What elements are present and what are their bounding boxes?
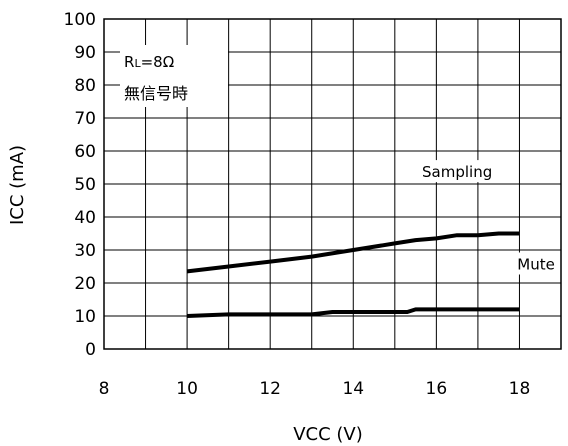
series-label-mute: Mute bbox=[517, 256, 555, 274]
x-tick-label: 8 bbox=[99, 379, 110, 399]
x-tick-label: 14 bbox=[342, 379, 364, 399]
annotation-box: RL=8Ω 無信号時 bbox=[120, 45, 228, 107]
x-tick-label: 18 bbox=[509, 379, 531, 399]
y-axis-label: ICC (mA) bbox=[7, 145, 28, 225]
y-tick-label: 30 bbox=[74, 241, 96, 261]
y-tick-label: 20 bbox=[74, 274, 96, 294]
series-labels: Sampling Mute bbox=[415, 160, 561, 275]
annotation-background bbox=[120, 45, 228, 107]
series-line-sampling bbox=[186, 231, 520, 274]
series-line-mute bbox=[187, 307, 520, 318]
annotation-load: RL=8Ω bbox=[124, 53, 174, 71]
series-label-background bbox=[512, 252, 561, 275]
y-tick-label: 40 bbox=[74, 208, 96, 228]
y-tick-label: 90 bbox=[74, 43, 96, 63]
x-tick-label: 12 bbox=[259, 379, 281, 399]
series-label-sampling: Sampling bbox=[422, 163, 492, 181]
annotation-condition: 無信号時 bbox=[124, 84, 188, 103]
series-lines bbox=[186, 231, 520, 318]
y-tick-label: 50 bbox=[74, 175, 96, 195]
y-tick-label: 80 bbox=[74, 76, 96, 96]
x-tick-label: 16 bbox=[426, 379, 448, 399]
plot-frame bbox=[103, 18, 562, 350]
series-label-background bbox=[415, 160, 500, 183]
y-tick-labels: 0 10 20 30 40 50 60 70 80 90 100 bbox=[64, 10, 96, 360]
y-tick-label: 60 bbox=[74, 142, 96, 162]
x-axis-label: VCC (V) bbox=[293, 424, 363, 445]
y-tick-label: 0 bbox=[85, 340, 96, 360]
x-tick-labels: 8 10 12 14 16 18 bbox=[99, 379, 531, 399]
x-tick-label: 10 bbox=[176, 379, 198, 399]
y-tick-label: 100 bbox=[64, 10, 96, 30]
y-tick-label: 70 bbox=[74, 109, 96, 129]
y-tick-label: 10 bbox=[74, 307, 96, 327]
